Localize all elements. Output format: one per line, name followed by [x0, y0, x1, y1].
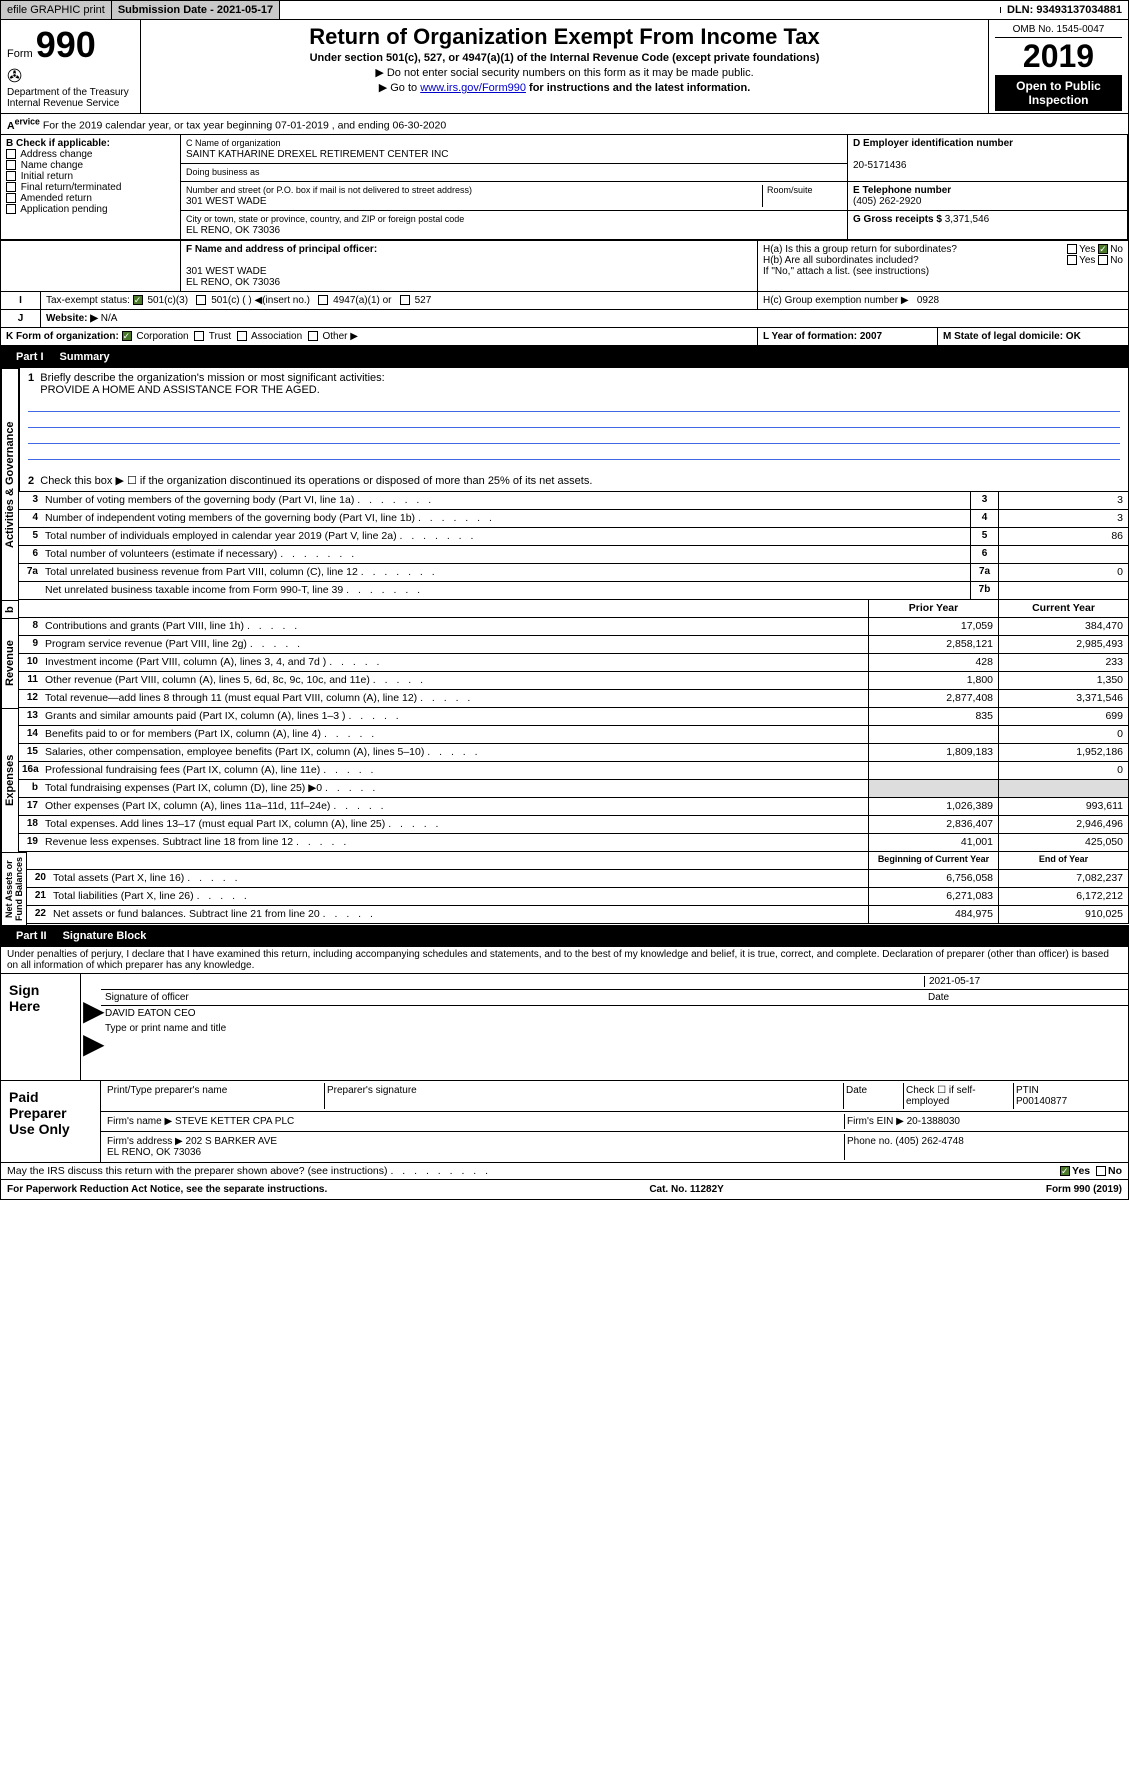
box-e-label: E Telephone number	[853, 185, 951, 196]
firm-name: STEVE KETTER CPA PLC	[175, 1116, 294, 1127]
form-label: Form	[7, 48, 33, 60]
section-i-h: I Tax-exempt status: 501(c)(3) 501(c) ( …	[0, 292, 1129, 310]
vert-revenue: Revenue	[1, 618, 19, 708]
tax-status-label: Tax-exempt status:	[46, 295, 130, 306]
box-b-label: B Check if applicable:	[6, 138, 110, 149]
line-a: Aervice For the 2019 calendar year, or t…	[0, 114, 1129, 135]
efile-link[interactable]: efile GRAPHIC print	[1, 1, 112, 19]
form-number: 990	[36, 24, 96, 65]
section-j: J Website: ▶ N/A	[0, 310, 1129, 328]
city: EL RENO, OK 73036	[186, 225, 280, 236]
vert-governance: Activities & Governance	[1, 368, 19, 600]
discuss-row: May the IRS discuss this return with the…	[0, 1163, 1129, 1180]
ein: 20-5171436	[853, 160, 906, 171]
box-d-label: D Employer identification number	[853, 138, 1013, 149]
domicile: M State of legal domicile: OK	[943, 331, 1081, 342]
officer-name: DAVID EATON CEO	[105, 1008, 196, 1019]
vert-b: b	[1, 600, 19, 618]
website: N/A	[101, 313, 118, 324]
gross-receipts: 3,371,546	[945, 214, 990, 225]
form-header: Form 990 ✇ Department of the Treasury In…	[0, 20, 1129, 114]
part2-header: Part IISignature Block	[0, 925, 1129, 947]
dln: DLN: 93493137034881	[1001, 1, 1128, 19]
section-f-h: F Name and address of principal officer:…	[0, 241, 1129, 292]
box-g-label: G Gross receipts $	[853, 214, 942, 225]
box-f-label: F Name and address of principal officer:	[186, 244, 377, 255]
dept: Department of the Treasury Internal Reve…	[7, 87, 134, 109]
h-c: H(c) Group exemption number ▶	[763, 295, 909, 306]
vert-expenses: Expenses	[1, 708, 19, 852]
sign-date: 2021-05-17	[924, 976, 1124, 987]
ptin: P00140877	[1016, 1096, 1067, 1107]
declaration: Under penalties of perjury, I declare th…	[0, 947, 1129, 974]
h-b: H(b) Are all subordinates included?	[763, 255, 919, 266]
subtitle-1: Under section 501(c), 527, or 4947(a)(1)…	[145, 52, 984, 64]
sign-here: Sign Here ▶▶ 2021-05-17 Signature of off…	[0, 974, 1129, 1081]
summary-section: Activities & Governance 1 Briefly descri…	[0, 368, 1129, 600]
submission-date: Submission Date - 2021-05-17	[112, 1, 280, 19]
firm-phone: (405) 262-4748	[895, 1136, 963, 1147]
part1-header: Part ISummary	[0, 346, 1129, 368]
footer: For Paperwork Reduction Act Notice, see …	[0, 1180, 1129, 1200]
year-formation: L Year of formation: 2007	[763, 331, 882, 342]
prior-year-hdr: Prior Year	[868, 600, 998, 617]
discuss-yes[interactable]	[1060, 1166, 1070, 1176]
street: 301 WEST WADE	[186, 196, 267, 207]
topbar: efile GRAPHIC print Submission Date - 20…	[0, 0, 1129, 20]
vert-net: Net Assets orFund Balances	[1, 852, 27, 925]
section-k-m: K Form of organization: Corporation Trus…	[0, 328, 1129, 346]
mission: PROVIDE A HOME AND ASSISTANCE FOR THE AG…	[40, 384, 320, 396]
firm-ein: 20-1388030	[907, 1116, 960, 1127]
officer-addr: 301 WEST WADE EL RENO, OK 73036	[186, 266, 280, 288]
irs-link[interactable]: www.irs.gov/Form990	[420, 82, 526, 94]
paid-preparer: Paid Preparer Use Only Print/Type prepar…	[0, 1081, 1129, 1163]
omb: OMB No. 1545-0047	[995, 22, 1122, 38]
phone: (405) 262-2920	[853, 196, 921, 207]
tax-year: 2019	[995, 38, 1122, 75]
current-year-hdr: Current Year	[998, 600, 1128, 617]
section-b-g: B Check if applicable: Address change Na…	[0, 135, 1129, 241]
box-c-label: C Name of organization	[186, 138, 281, 148]
dba-label: Doing business as	[186, 167, 260, 177]
subtitle-2: ▶ Do not enter social security numbers o…	[145, 66, 984, 79]
h-a: H(a) Is this a group return for subordin…	[763, 244, 957, 255]
form-title: Return of Organization Exempt From Incom…	[145, 24, 984, 50]
501c3-check[interactable]	[133, 295, 143, 305]
discuss-no[interactable]	[1096, 1166, 1106, 1176]
open-inspection: Open to Public Inspection	[995, 75, 1122, 111]
org-name: SAINT KATHARINE DREXEL RETIREMENT CENTER…	[186, 149, 448, 160]
